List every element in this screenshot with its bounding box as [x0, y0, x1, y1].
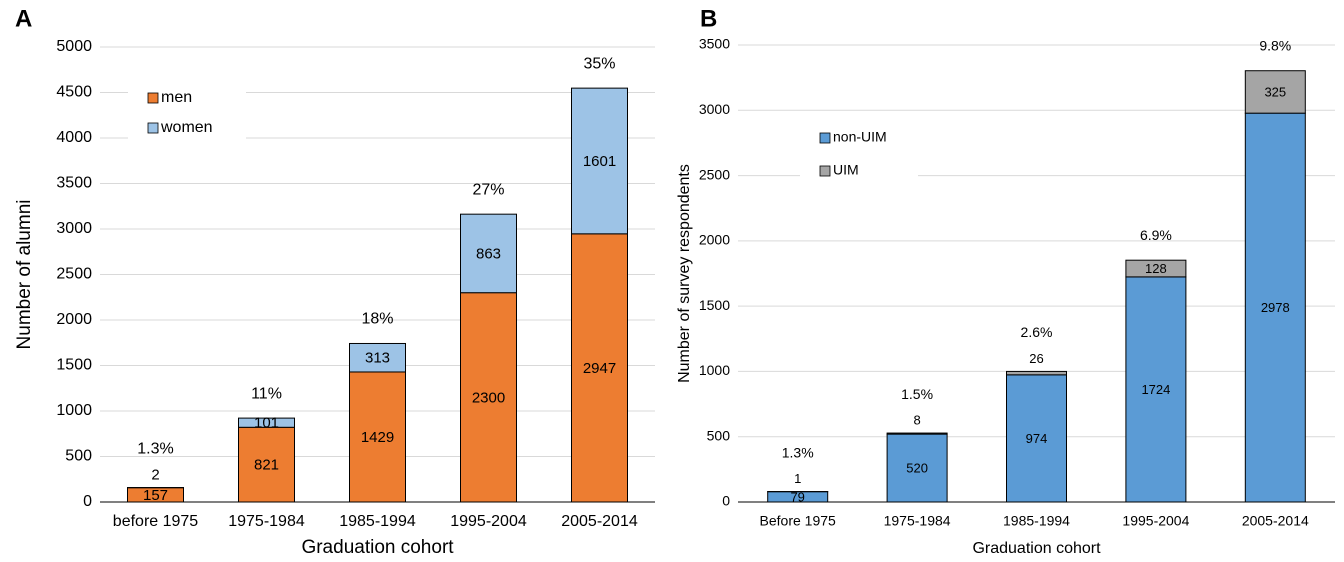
y-tick-label: 1500	[56, 357, 92, 374]
bar-segment	[349, 342, 406, 373]
y-tick-label: 4000	[56, 129, 92, 146]
legend-label: men	[161, 89, 192, 106]
y-tick-label: 500	[707, 427, 731, 443]
legend-label: non-UIM	[833, 129, 887, 145]
legend-swatch	[819, 165, 831, 177]
x-tick-label: before 1975	[113, 513, 199, 530]
data-label: 974	[1026, 431, 1048, 446]
x-axis-title: Graduation cohort	[301, 537, 454, 558]
y-tick-label: 2500	[699, 166, 730, 182]
y-axis-title: Number of survey respondents	[676, 164, 693, 383]
data-label: 313	[365, 350, 390, 367]
annotation: 9.8%	[1259, 37, 1291, 53]
data-label: 79	[790, 489, 804, 504]
x-tick-label: 1975-1984	[228, 513, 305, 530]
bar-segment	[886, 432, 948, 435]
data-label: 2947	[583, 360, 616, 377]
data-label: 8	[913, 412, 920, 427]
bar-segment	[1244, 112, 1306, 503]
y-tick-label: 3500	[56, 175, 92, 192]
annotation: 27%	[472, 181, 504, 198]
bar-segment	[886, 433, 948, 503]
legend-swatch	[147, 92, 159, 104]
bar-segment	[1006, 374, 1067, 503]
bar-segment	[571, 233, 628, 503]
panel-label: A	[15, 5, 32, 32]
y-tick-label: 2000	[56, 311, 92, 328]
legend-box	[128, 80, 246, 146]
y-tick-label: 2500	[56, 266, 92, 283]
annotation: 1.3%	[782, 444, 814, 460]
y-tick-label: 3500	[699, 36, 730, 52]
legend-swatch	[147, 122, 159, 134]
annotation: 6.9%	[1140, 227, 1172, 243]
y-tick-label: 0	[83, 493, 92, 510]
data-label: 1429	[361, 429, 394, 446]
y-tick-label: 0	[722, 493, 730, 509]
data-label: 128	[1145, 261, 1167, 276]
legend-swatch	[819, 132, 831, 144]
data-label: 1601	[583, 153, 616, 170]
y-tick-label: 1000	[56, 402, 92, 419]
y-tick-label: 1500	[699, 297, 730, 313]
bar-segment	[1125, 259, 1187, 278]
data-label: 101	[254, 415, 279, 432]
bar-segment	[1244, 70, 1306, 114]
legend-label: women	[160, 119, 213, 136]
data-label: 2	[151, 466, 159, 483]
data-label: 821	[254, 457, 279, 474]
bar-segment	[460, 213, 517, 294]
y-tick-label: 2000	[699, 232, 730, 248]
data-label: 2978	[1261, 300, 1290, 315]
bar-segment	[238, 417, 295, 428]
y-axis-title: Number of alumni	[14, 200, 35, 350]
data-label: 1724	[1141, 382, 1170, 397]
x-tick-label: 2005-2014	[1242, 513, 1309, 529]
data-label: 325	[1264, 84, 1286, 99]
annotation: 35%	[583, 55, 615, 72]
data-label: 2300	[472, 389, 505, 406]
data-label: 863	[476, 245, 501, 262]
legend-label: UIM	[833, 162, 859, 178]
bar-segment	[1006, 370, 1067, 376]
data-label: 157	[143, 487, 168, 504]
annotation: 18%	[361, 311, 393, 328]
y-tick-label: 3000	[56, 220, 92, 237]
bar-segment	[571, 87, 628, 235]
annotation: 1.5%	[901, 386, 933, 402]
bar-segment	[238, 426, 295, 503]
x-tick-label: 1995-2004	[1122, 513, 1189, 529]
x-tick-label: 1985-1994	[1003, 513, 1070, 529]
y-tick-label: 1000	[699, 362, 730, 378]
y-tick-label: 5000	[56, 38, 92, 55]
y-tick-label: 500	[65, 448, 92, 465]
x-axis-title: Graduation cohort	[972, 540, 1101, 557]
bar-segment	[1125, 276, 1187, 503]
y-tick-label: 4500	[56, 84, 92, 101]
data-label: 520	[906, 460, 928, 475]
annotation: 2.6%	[1021, 324, 1053, 340]
annotation: 1.3%	[137, 441, 173, 458]
panel-label: B	[700, 5, 717, 32]
x-tick-label: 2005-2014	[561, 513, 638, 530]
x-tick-label: Before 1975	[760, 513, 836, 529]
x-tick-label: 1995-2004	[450, 513, 527, 530]
bar-segment	[349, 371, 406, 503]
y-tick-label: 3000	[699, 101, 730, 117]
data-label: 26	[1029, 351, 1043, 366]
annotation: 11%	[251, 385, 282, 402]
data-label: 1	[794, 471, 801, 486]
x-tick-label: 1985-1994	[339, 513, 416, 530]
x-tick-label: 1975-1984	[884, 513, 951, 529]
